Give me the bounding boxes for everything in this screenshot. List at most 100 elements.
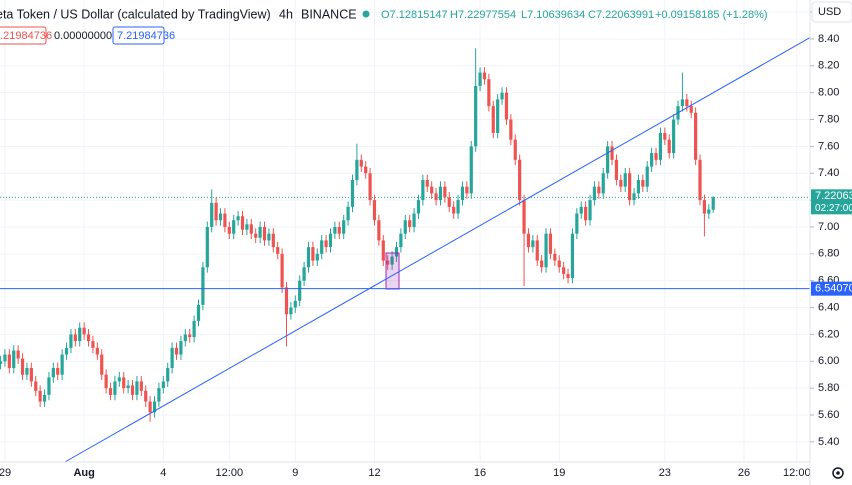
candle-body — [672, 119, 676, 154]
candle-body — [518, 159, 522, 201]
candle-body — [504, 92, 509, 120]
candle-body — [311, 247, 315, 261]
candle-body — [276, 247, 280, 254]
candle-body — [214, 202, 218, 221]
candle-body — [126, 385, 130, 389]
candle-body — [320, 240, 324, 254]
candle-body — [25, 367, 29, 375]
candle-body — [144, 390, 148, 402]
currency-button[interactable] — [811, 1, 852, 23]
candle-body — [654, 153, 658, 160]
candle-body — [223, 213, 227, 227]
candle-body — [236, 216, 240, 221]
candle-body — [170, 347, 174, 368]
grid — [0, 0, 810, 462]
candle-body — [566, 273, 570, 279]
candle-body — [456, 200, 460, 214]
candle-body — [575, 213, 579, 234]
candle-body — [0, 361, 3, 364]
candle-body — [51, 367, 55, 378]
candle-body — [372, 200, 377, 221]
x-tick-label: 4 — [160, 467, 166, 479]
candle-body — [698, 159, 702, 201]
candle-body — [496, 99, 500, 133]
candle-body — [3, 354, 7, 362]
candle-body — [636, 179, 641, 194]
candle-body — [399, 233, 403, 248]
candle-body — [425, 179, 429, 187]
candle-body — [540, 260, 544, 268]
candle-body — [474, 85, 478, 147]
candle-body — [592, 186, 597, 201]
candle-body — [368, 173, 372, 201]
candles — [0, 48, 715, 422]
candle-body — [614, 159, 619, 180]
price-box[interactable] — [112, 26, 165, 45]
candle-body — [47, 377, 51, 395]
candle-body — [38, 390, 42, 402]
trend-line — [64, 37, 811, 463]
candle-body — [500, 92, 504, 100]
candle-body — [104, 374, 108, 389]
candle-body — [324, 240, 328, 248]
candle-body — [302, 267, 306, 281]
candle-body — [487, 79, 491, 107]
candle-body — [452, 206, 456, 214]
candle-body — [161, 381, 165, 389]
candle-body — [359, 159, 363, 167]
price-box-text: 0.00000000 — [54, 30, 112, 42]
candle-body — [408, 220, 412, 227]
settings-icon-core — [836, 471, 840, 475]
candle-body — [350, 179, 355, 207]
candle-body — [443, 186, 447, 198]
price-axis-panel — [810, 0, 852, 485]
candle-body — [254, 233, 258, 238]
candle-body — [526, 233, 531, 248]
candle-body — [122, 377, 126, 389]
candle-body — [117, 377, 121, 382]
x-tick-label: 12 — [368, 467, 380, 479]
candle-body — [306, 247, 311, 268]
candle-body — [210, 202, 214, 227]
legend-high: H7.22977554 — [450, 9, 516, 21]
candle-body — [641, 179, 645, 187]
candle-body — [355, 159, 359, 180]
overlay — [0, 37, 811, 463]
candle-body — [628, 173, 632, 201]
candle-body — [262, 226, 267, 241]
x-tick-label: 12:00 — [216, 467, 244, 479]
candle-body — [42, 394, 47, 402]
candle-body — [298, 280, 302, 301]
candle-body — [513, 139, 517, 160]
x-tick-label: 9 — [292, 467, 298, 479]
candle-body — [680, 99, 685, 107]
candle-body — [249, 224, 253, 234]
candle-body — [293, 300, 297, 308]
legend-open: O7.12815147 — [381, 9, 448, 21]
y-tick-label: 6.40 — [818, 301, 839, 313]
candle-body — [86, 334, 91, 342]
candle-body — [240, 216, 245, 230]
candle-body — [412, 213, 416, 227]
settings-icon[interactable] — [832, 467, 844, 479]
candle-body — [284, 287, 289, 315]
candle-body — [232, 220, 236, 234]
candle-body — [438, 186, 443, 201]
hline-tag — [811, 281, 852, 296]
candle-body — [548, 233, 553, 254]
legend-low: L7.10639634 — [521, 9, 585, 21]
candle-body — [183, 334, 187, 342]
candle-body — [667, 139, 671, 154]
candle-body — [342, 220, 346, 234]
candle-body — [562, 267, 566, 274]
candle-body — [135, 381, 139, 395]
y-tick-label: 8.20 — [818, 60, 839, 72]
candle-body — [188, 334, 192, 338]
y-tick-label: 6.00 — [818, 355, 839, 367]
candle-body — [588, 200, 592, 221]
price-box[interactable] — [0, 26, 47, 45]
status-dot — [362, 10, 370, 18]
y-tick-label: 6.20 — [818, 328, 839, 340]
candle-body — [619, 179, 623, 187]
